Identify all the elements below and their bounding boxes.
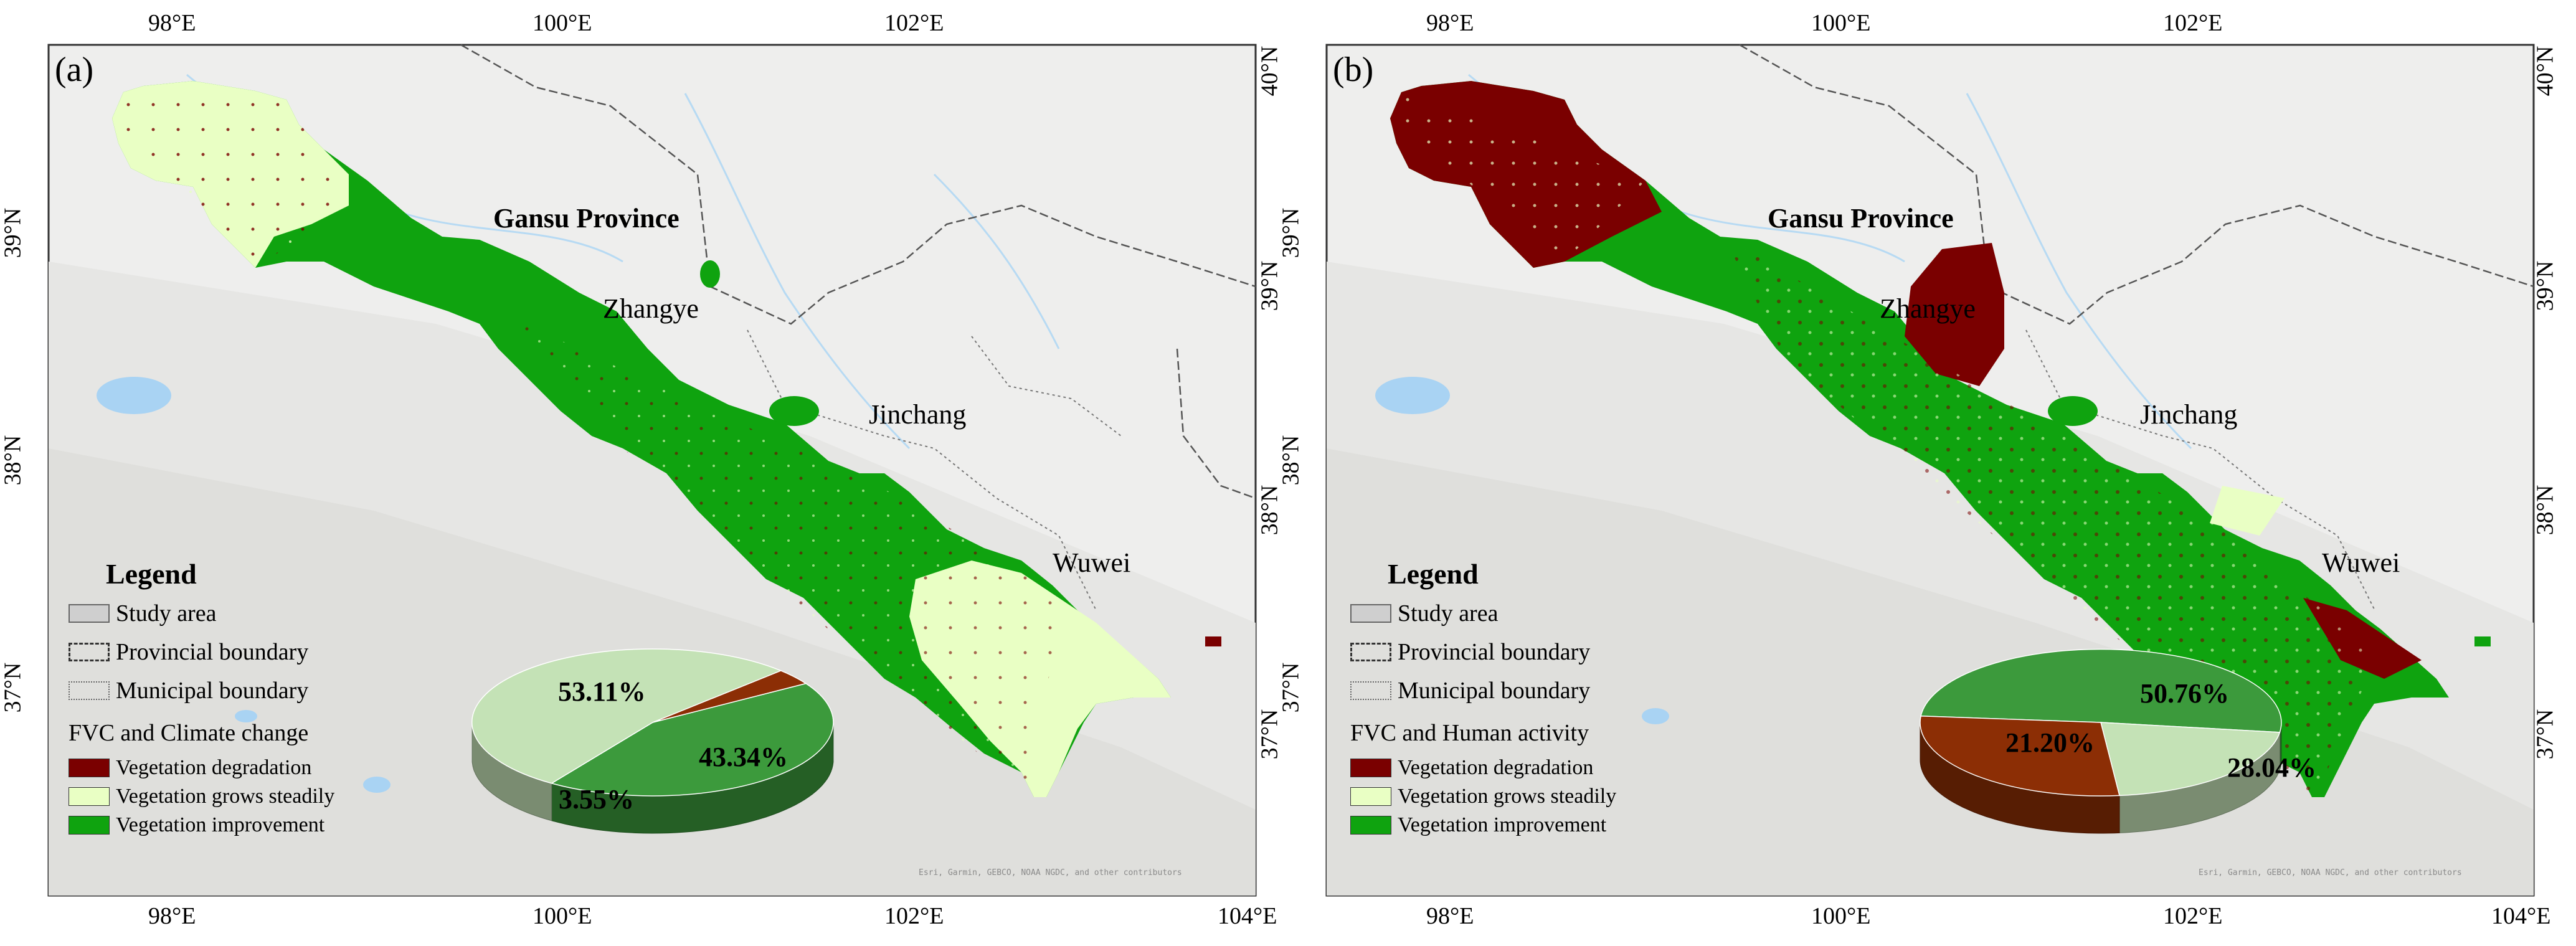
lon-tick: 102°E	[2163, 903, 2223, 929]
pie-label-improvement: 43.34%	[699, 742, 788, 772]
legend-swatch	[1350, 643, 1391, 661]
pie-chart-3d	[471, 648, 834, 834]
lon-tick: 102°E	[884, 903, 944, 929]
province-label: Gansu Province	[1768, 203, 1954, 234]
legend-label: Provincial boundary	[116, 639, 309, 665]
legend-swatch	[1350, 681, 1391, 700]
legend: Legend Study area Provincial boundary Mu…	[69, 557, 417, 850]
provincial-boundary	[460, 44, 1256, 325]
legend-title: Legend	[1388, 558, 1479, 590]
lon-tick: 98°E	[148, 10, 196, 36]
legend-item-study-area: Study area	[69, 600, 217, 627]
legend-label: Vegetation improvement	[116, 813, 325, 836]
legend-item-degradation: Vegetation degradation	[69, 755, 311, 780]
legend-label: Study area	[1398, 600, 1499, 627]
provincial-boundary	[1739, 44, 2534, 325]
attribution: Esri, Garmin, GEBCO, NOAA NGDC, and othe…	[919, 868, 1182, 877]
legend-swatch	[69, 604, 110, 623]
legend-label: Provincial boundary	[1398, 639, 1591, 665]
panel-label: (b)	[1333, 50, 1374, 89]
lon-tick: 100°E	[533, 10, 592, 36]
legend-label: Vegetation improvement	[1398, 813, 1607, 836]
lon-tick: 98°E	[1426, 10, 1474, 36]
legend-section-title: FVC and Climate change	[69, 720, 309, 746]
legend-swatch	[69, 759, 110, 777]
legend-item-provincial: Provincial boundary	[69, 639, 309, 665]
legend-swatch	[1350, 787, 1391, 806]
pie-label-degradation: 3.55%	[559, 784, 634, 815]
legend-swatch	[69, 643, 110, 661]
pie-slice	[652, 670, 807, 723]
legend-item-improvement: Vegetation improvement	[69, 813, 324, 838]
legend-swatch	[69, 816, 110, 835]
legend-item-degradation: Vegetation degradation	[1350, 755, 1593, 780]
city-label-wuwei: Wuwei	[2322, 547, 2400, 578]
pie-slice	[471, 648, 782, 784]
legend-section-title: FVC and Human activity	[1350, 720, 1589, 746]
lon-tick: 102°E	[884, 10, 944, 36]
legend-swatch	[69, 787, 110, 806]
legend-label: Municipal boundary	[116, 678, 309, 704]
city-label-wuwei: Wuwei	[1053, 547, 1131, 578]
pie-chart-3d	[1920, 648, 2282, 834]
lake	[1375, 377, 1450, 414]
lon-tick: 104°E	[2491, 903, 2551, 929]
map-panel-b: 98°E 100°E 102°E 98°E 100°E 102°E 104°E …	[1277, 0, 2576, 946]
lon-tick: 102°E	[2163, 10, 2223, 36]
legend-swatch	[1350, 816, 1391, 835]
pie-slice	[2100, 722, 2281, 797]
legend-label: Study area	[116, 600, 217, 627]
pie-label-steady: 21.20%	[2005, 727, 2095, 758]
legend-item-municipal: Municipal boundary	[69, 678, 309, 704]
legend-title: Legend	[106, 558, 197, 590]
lon-tick: 98°E	[148, 903, 196, 929]
lon-tick: 100°E	[1811, 903, 1871, 929]
legend-label: Vegetation degradation	[116, 756, 312, 779]
pie-slice	[550, 683, 834, 797]
legend-label: Vegetation degradation	[1398, 756, 1594, 779]
pie-slice	[1920, 715, 2120, 797]
province-label: Gansu Province	[493, 203, 680, 234]
legend-item-steady: Vegetation grows steadily	[69, 784, 334, 809]
map-canvas	[47, 44, 1257, 897]
legend-item-steady: Vegetation grows steadily	[1350, 784, 1616, 809]
lon-tick: 100°E	[533, 903, 592, 929]
panel-label: (a)	[55, 50, 94, 89]
attribution: Esri, Garmin, GEBCO, NOAA NGDC, and othe…	[2199, 868, 2462, 877]
pie-label-steady: 53.11%	[558, 676, 646, 707]
city-label-zhangye: Zhangye	[603, 293, 699, 324]
legend-label: Vegetation grows steadily	[1398, 785, 1617, 808]
lake	[97, 377, 171, 414]
legend-item-study-area: Study area	[1350, 600, 1499, 627]
lon-tick: 98°E	[1426, 903, 1474, 929]
pie-label-improvement: 50.76%	[2140, 678, 2229, 709]
legend-item-improvement: Vegetation improvement	[1350, 813, 1606, 838]
pie-slice	[1920, 648, 2282, 733]
city-label-jinchang: Jinchang	[2140, 399, 2238, 430]
lon-tick: 100°E	[1811, 10, 1871, 36]
legend-swatch	[1350, 759, 1391, 777]
city-label-zhangye: Zhangye	[1880, 293, 1976, 324]
lon-tick: 104°E	[1218, 903, 1277, 929]
pie-label-degradation: 28.04%	[2227, 752, 2316, 783]
legend-item-municipal: Municipal boundary	[1350, 678, 1591, 704]
legend-swatch	[1350, 604, 1391, 623]
legend-label: Vegetation grows steadily	[116, 785, 335, 808]
legend-item-provincial: Provincial boundary	[1350, 639, 1591, 665]
city-label-jinchang: Jinchang	[869, 399, 967, 430]
legend-swatch	[69, 681, 110, 700]
legend: Legend Study area Provincial boundary Mu…	[1350, 557, 1699, 850]
legend-label: Municipal boundary	[1398, 678, 1591, 704]
map-panel-a: 98°E 100°E 102°E 98°E 100°E 102°E 104°E …	[0, 10, 1282, 929]
